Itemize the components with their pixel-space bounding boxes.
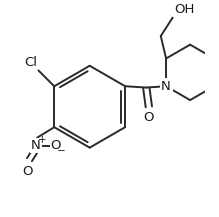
Text: Cl: Cl xyxy=(24,56,37,69)
Text: N: N xyxy=(31,139,41,152)
Text: −: − xyxy=(57,146,66,156)
Text: O: O xyxy=(144,111,154,124)
Text: N: N xyxy=(161,80,171,93)
Text: O: O xyxy=(23,166,33,178)
Text: +: + xyxy=(38,135,47,145)
Text: O: O xyxy=(50,139,61,152)
Text: OH: OH xyxy=(174,3,194,16)
